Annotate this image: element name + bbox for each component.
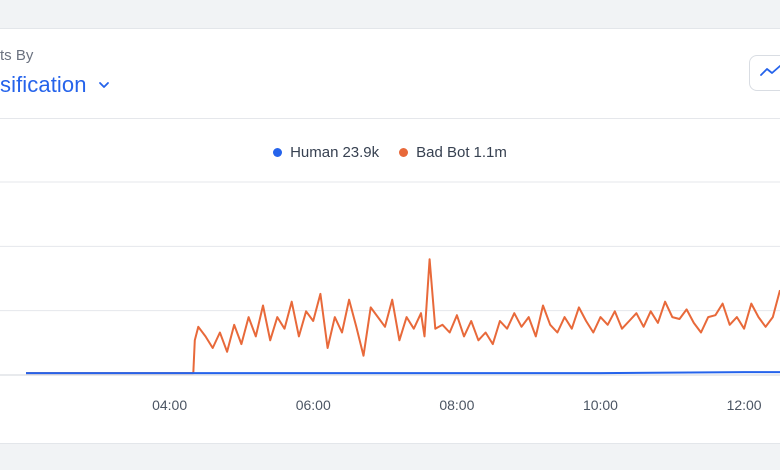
chart-type-button[interactable] [749, 55, 780, 91]
x-tick-label: 10:00 [583, 397, 618, 413]
legend-item-human[interactable]: Human 23.9k [273, 144, 379, 161]
x-tick-label: 12:00 [727, 397, 762, 413]
chart-header-label: ts By [0, 47, 34, 64]
chart-legend: Human 23.9k Bad Bot 1.1m [0, 144, 780, 161]
legend-label-bad-bot: Bad Bot [416, 144, 470, 161]
legend-total-human: 23.9k [342, 144, 380, 161]
legend-dot-human [273, 148, 283, 157]
x-tick-label: 08:00 [439, 397, 474, 413]
classification-dropdown[interactable]: sification [0, 72, 111, 98]
legend-item-bad-bot[interactable]: Bad Bot 1.1m [399, 144, 507, 161]
legend-total-bad-bot: 1.1m [473, 144, 507, 161]
line-chart-icon [760, 64, 780, 83]
legend-dot-bad-bot [399, 148, 409, 157]
x-tick-label: 06:00 [296, 397, 331, 413]
legend-label-human: Human [290, 144, 339, 161]
dropdown-value: sification [0, 72, 87, 97]
header-divider [0, 118, 780, 119]
series-line-bad-bot[interactable] [26, 258, 780, 375]
x-tick-label: 04:00 [152, 397, 187, 413]
series-line-human[interactable] [26, 371, 780, 375]
chevron-down-icon [97, 78, 111, 92]
